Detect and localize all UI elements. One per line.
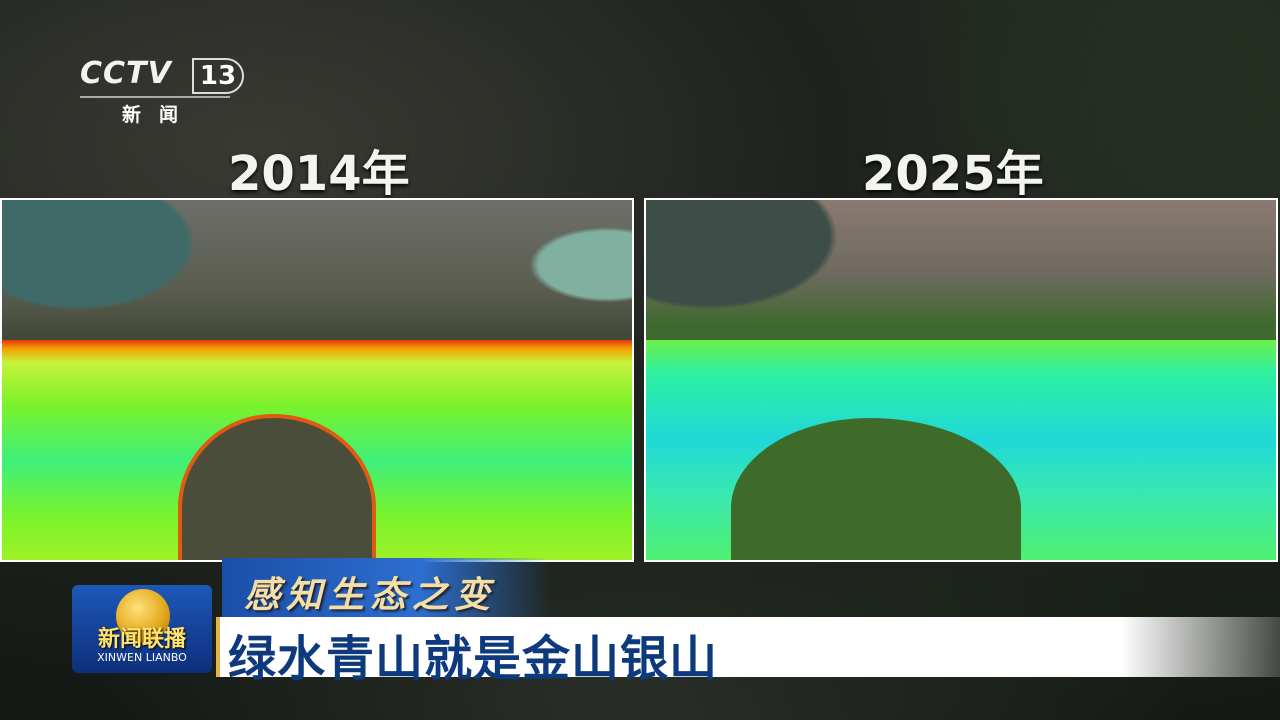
program-name-cn: 新闻联播 bbox=[97, 627, 186, 652]
xinwen-lianbo-logo: 新闻联播 XINWEN LIANBO bbox=[72, 585, 212, 673]
cctv13-logo: CCTV 13 新闻 bbox=[80, 56, 245, 126]
logo-channel-number: 13 bbox=[192, 58, 244, 94]
headline-text: 绿水青山就是金山银山 bbox=[228, 631, 719, 687]
satellite-image-2025 bbox=[644, 198, 1278, 562]
globe-icon bbox=[116, 589, 170, 643]
series-title: 感知生态之变 bbox=[244, 574, 497, 616]
satellite-image-2014 bbox=[0, 198, 634, 562]
year-label-right: 2025年 bbox=[862, 146, 1044, 202]
program-name-pinyin: XINWEN LIANBO bbox=[97, 651, 187, 664]
logo-subtitle: 新闻 bbox=[122, 104, 197, 126]
headline-bar: 绿水青山就是金山银山 bbox=[216, 617, 1280, 687]
logo-brand: CCTV bbox=[80, 56, 172, 91]
series-title-banner: 感知生态之变 bbox=[222, 558, 552, 618]
year-label-left: 2014年 bbox=[228, 146, 410, 202]
logo-underline bbox=[80, 96, 230, 98]
